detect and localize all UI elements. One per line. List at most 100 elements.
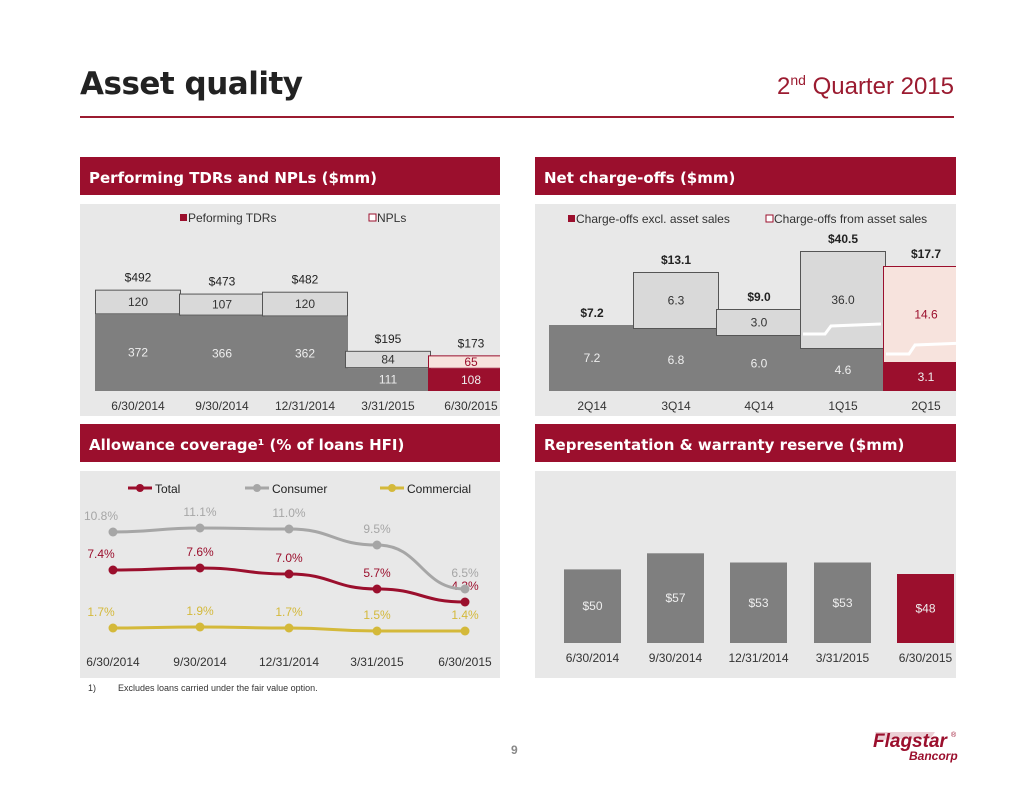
data-label: 6.5% — [451, 566, 479, 580]
data-point — [195, 563, 205, 573]
bar-segment-npl — [428, 355, 500, 369]
legend-swatch-excl — [568, 215, 575, 222]
bar-segment-npl — [262, 291, 348, 317]
x-tick-label: 3Q14 — [661, 399, 691, 413]
tdr-chart: Peforming TDRs NPLs 372 120 $492 6/30/2014 366… — [95, 211, 500, 413]
data-point — [108, 565, 118, 575]
series-line — [112, 526, 466, 591]
x-tick-label: 6/30/2015 — [899, 651, 953, 665]
reserve-chart: $50 6/30/2014 $57 9/30/2014 $53 12/31/2014 $53… — [564, 553, 954, 665]
flagstar-logo: Flagstar ® Bancorp — [873, 728, 958, 769]
bar-segment-tdr — [262, 316, 348, 391]
bar-segment-tdr — [95, 314, 181, 391]
bar-segment-excl — [800, 349, 886, 391]
title-rule — [80, 116, 954, 118]
bar — [564, 569, 621, 643]
bar-segment-tdr — [428, 368, 500, 391]
x-tick-label: 6/30/2014 — [566, 651, 620, 665]
legend-label: NPLs — [377, 211, 406, 225]
bar — [897, 574, 954, 643]
data-point — [108, 527, 118, 537]
total-label: $473 — [209, 275, 236, 289]
total-label: $13.1 — [661, 253, 691, 267]
x-tick-label: 6/30/2014 — [111, 399, 165, 413]
data-point — [284, 569, 294, 579]
legend-label: Consumer — [272, 482, 327, 496]
bar-segment-sales — [883, 266, 956, 363]
data-label: 1.4% — [451, 608, 479, 622]
x-tick-label: 4Q14 — [744, 399, 774, 413]
data-label: 107 — [212, 298, 232, 312]
data-label: 36.0 — [831, 293, 855, 307]
bar — [647, 553, 704, 643]
legend-swatch-npl — [368, 213, 377, 222]
footnote: 1) Excludes loans carried under the fair … — [88, 683, 318, 693]
bar-segment-tdr — [345, 368, 431, 391]
allowance-panel-header: Allowance coverage¹ (% of loans HFI) — [80, 424, 500, 462]
bar-segment-sales — [800, 251, 886, 349]
quarter-label: 2nd Quarter 2015 — [777, 72, 954, 101]
data-point — [372, 540, 382, 550]
data-label: 11.0% — [272, 506, 305, 520]
allowance-panel: TotalConsumerCommercial7.4%7.6%7.0%5.7%4… — [80, 471, 500, 678]
data-label: 1.7% — [87, 605, 115, 619]
data-label: 1.5% — [363, 608, 391, 622]
data-label: 7.4% — [87, 547, 115, 561]
data-label: 362 — [295, 347, 315, 361]
data-label: $50 — [582, 599, 602, 613]
footnote-marker: 1) — [88, 683, 97, 693]
data-label: 120 — [128, 295, 148, 309]
data-point — [195, 622, 205, 632]
bar-segment-excl — [883, 363, 956, 391]
x-tick-label: 3/31/2015 — [361, 399, 415, 413]
data-label: 120 — [295, 297, 315, 311]
data-label: $53 — [748, 596, 768, 610]
tdr-panel: Peforming TDRs NPLs 372 120 $492 6/30/2014 366… — [80, 204, 500, 416]
reserve-panel-header: Representation & warranty reserve ($mm) — [535, 424, 956, 462]
total-label: $17.7 — [911, 247, 941, 261]
bar-segment-excl — [549, 325, 635, 391]
total-label: $482 — [292, 273, 319, 287]
data-point — [284, 524, 294, 534]
total-label: $492 — [125, 271, 152, 285]
data-point — [284, 623, 294, 633]
data-label: $53 — [832, 596, 852, 610]
x-tick-label: 1Q15 — [828, 399, 858, 413]
x-tick-label: 9/30/2014 — [649, 651, 703, 665]
data-label: 9.5% — [363, 522, 391, 536]
legend-marker — [136, 484, 144, 492]
data-point — [460, 584, 470, 594]
legend-label: Total — [155, 482, 180, 496]
tdr-panel-header: Performing TDRs and NPLs ($mm) — [80, 157, 500, 195]
logo-name: Flagstar — [873, 731, 949, 752]
nco-chart: Charge-offs excl. asset sales Charge-offs… — [549, 212, 956, 413]
data-label: 366 — [212, 346, 232, 360]
data-label: 111 — [379, 373, 398, 387]
data-point — [460, 597, 470, 607]
data-label: $48 — [915, 602, 935, 616]
data-label: 5.7% — [363, 566, 391, 580]
x-tick-label: 3/31/2015 — [816, 651, 870, 665]
bar-segment-excl — [633, 329, 719, 391]
x-tick-label: 2Q14 — [577, 399, 607, 413]
x-tick-label: 12/31/2014 — [728, 651, 788, 665]
data-label: 6.0 — [751, 357, 768, 371]
data-label: 4.6 — [835, 363, 852, 377]
data-point — [372, 626, 382, 636]
data-label: 7.6% — [186, 545, 214, 559]
bar-segment-excl — [716, 336, 802, 391]
logo-mark: ® — [951, 731, 957, 739]
x-tick-label: 9/30/2014 — [195, 399, 249, 413]
total-label: $40.5 — [828, 232, 858, 246]
bar-segment-sales — [716, 309, 802, 336]
data-point — [460, 626, 470, 636]
footnote-text: Excludes loans carried under the fair va… — [118, 683, 318, 693]
data-point — [372, 584, 382, 594]
data-label: 3.0 — [751, 316, 768, 330]
x-tick-label: 3/31/2015 — [350, 655, 404, 669]
data-label: 6.8 — [668, 353, 685, 367]
x-tick-label: 2Q15 — [911, 399, 941, 413]
legend-swatch-sales — [765, 214, 774, 223]
data-label: 65 — [464, 355, 478, 369]
allowance-chart: TotalConsumerCommercial7.4%7.6%7.0%5.7%4… — [84, 482, 492, 669]
